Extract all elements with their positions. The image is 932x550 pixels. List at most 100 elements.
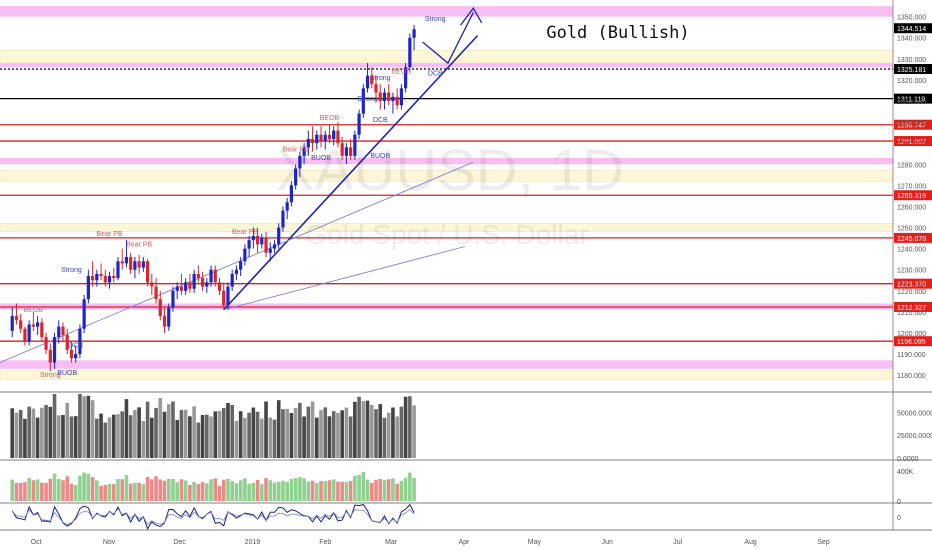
volume-bar-56 [247, 412, 251, 458]
volume-bar-36 [162, 411, 167, 458]
price-tick-6: 1240.000 [897, 247, 926, 254]
candle-body-51 [226, 286, 230, 306]
candle-body-75 [327, 134, 332, 139]
candle-body-41 [184, 282, 188, 291]
candle-body-0 [10, 316, 14, 331]
candle-body-30 [137, 261, 141, 268]
volume-bar-50 [221, 408, 226, 458]
level-label-5: 1265.319 [897, 193, 926, 200]
candle-body-25 [116, 261, 120, 279]
volume-bar-0 [10, 408, 15, 458]
zone-8 [0, 370, 894, 380]
main-trendline [223, 35, 479, 311]
oscillator-line [11, 503, 415, 530]
price-tick-14: 1320.000 [897, 78, 926, 85]
tick-volume-bar-45 [200, 482, 205, 501]
watermark-symbol: XAUUSD, 1D [276, 138, 624, 203]
time-label-3: 2019 [245, 539, 261, 546]
volume-bar-54 [238, 411, 243, 458]
annotation-17: Strong [425, 16, 446, 23]
candle-body-61 [268, 248, 272, 253]
tick-volume-bar-88 [382, 480, 387, 501]
candles-layer [10, 25, 416, 371]
volume-bar-21 [99, 413, 103, 458]
volume-bar-22 [103, 422, 108, 458]
candle-body-32 [145, 261, 150, 283]
annotation-1: BUOB [57, 370, 77, 377]
candle-body-85 [370, 75, 374, 85]
volume-bar-27 [124, 399, 129, 458]
tick-volume-bar-82 [357, 475, 361, 501]
candle-body-8 [44, 337, 48, 350]
candle-body-34 [154, 286, 158, 300]
tick-volume-bar-52 [230, 481, 234, 501]
candle-body-7 [40, 322, 44, 338]
price-tick-8: 1260.000 [897, 204, 926, 211]
tick-volume-bar-50 [221, 479, 226, 501]
tick-volume-bar-36 [162, 480, 167, 501]
candle-body-36 [162, 316, 167, 327]
candle-body-93 [404, 67, 408, 89]
tick-volume-bar-42 [188, 484, 192, 501]
level-label-bg-2 [894, 93, 932, 104]
candle-body-49 [217, 282, 222, 291]
volume-bar-32 [145, 401, 150, 458]
candle-body-66 [289, 185, 294, 203]
tick-volume-bar-13 [65, 476, 70, 501]
tick-volume-bar-9 [48, 478, 53, 501]
tick-volume-bar-76 [331, 479, 336, 501]
tick-volume-tick-0: 400K [897, 469, 914, 476]
zone-0 [0, 6, 893, 17]
candle-body-46 [205, 282, 209, 287]
time-label-1: Nov [103, 539, 116, 546]
volume-bar-79 [344, 407, 349, 458]
tick-volume-bar-43 [192, 481, 196, 501]
volume-bar-1 [14, 412, 19, 458]
tick-volume-bar-87 [378, 478, 383, 501]
volume-bar-48 [213, 411, 218, 458]
tick-volume-bar-5 [31, 480, 36, 501]
candle-body-82 [357, 113, 361, 135]
tick-volume-bar-58 [255, 479, 260, 501]
volume-panel: 50000.0000 25000.0000 0.0000 [10, 394, 932, 463]
time-label-10: Aug [744, 539, 757, 546]
candle-body-26 [120, 261, 124, 264]
level-label-bg-1 [894, 63, 932, 74]
watermark-name: Gold Spot / U.S. Dollar [305, 219, 588, 250]
tick-volume-bar-30 [137, 483, 141, 501]
candle-body-72 [315, 134, 319, 144]
projection-arrowhead [460, 7, 483, 26]
zone-2 [0, 157, 893, 165]
time-label-2: Dec [173, 539, 186, 546]
tick-volume-bar-77 [336, 481, 340, 501]
tick-volume-bar-19 [90, 477, 95, 501]
candle-body-54 [239, 261, 243, 270]
tick-volume-bar-14 [69, 483, 74, 501]
tick-volume-bar-12 [61, 480, 65, 501]
volume-bar-49 [217, 411, 222, 458]
price-tick-16: 1340.000 [897, 36, 926, 43]
tick-volume-bar-39 [175, 482, 179, 501]
annotation-13: Strong [357, 96, 378, 103]
volume-bar-63 [276, 400, 281, 458]
volume-bar-40 [179, 410, 184, 458]
candle-body-10 [52, 337, 57, 363]
volume-bar-47 [209, 416, 213, 458]
annotation-16: DCB [428, 71, 443, 78]
upper-channel-line [0, 161, 474, 363]
candle-body-12 [61, 326, 65, 336]
tick-volume-bar-0 [10, 479, 15, 501]
candle-body-23 [107, 276, 112, 283]
candle-body-9 [48, 349, 52, 363]
volume-bar-9 [48, 406, 53, 458]
annotation-0: Strong [40, 372, 61, 379]
volume-bar-43 [192, 406, 196, 458]
level-label-bg-7 [894, 278, 932, 289]
tick-volume-bar-44 [196, 484, 201, 501]
candle-body-11 [57, 326, 61, 338]
oscillator-tick-0: 0 [897, 515, 901, 522]
tick-volume-bar-57 [251, 482, 256, 501]
tick-volume-bar-41 [183, 480, 188, 501]
volume-bar-11 [56, 415, 61, 458]
volume-bar-73 [319, 410, 323, 458]
